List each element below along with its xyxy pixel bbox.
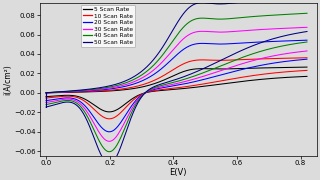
10 Scan Rate — [44, 92, 48, 94]
5 Scan Rate — [111, 90, 115, 92]
20 Scan Rate — [44, 92, 48, 94]
Line: 20 Scan Rate: 20 Scan Rate — [46, 40, 307, 93]
Y-axis label: i(A/cm²): i(A/cm²) — [4, 64, 12, 95]
40 Scan Rate — [218, 18, 222, 20]
50 Scan Rate — [218, 3, 222, 5]
50 Scan Rate — [198, 2, 202, 4]
30 Scan Rate — [198, 30, 202, 32]
Line: 5 Scan Rate: 5 Scan Rate — [46, 67, 307, 93]
5 Scan Rate — [198, 68, 202, 70]
5 Scan Rate — [90, 91, 94, 93]
Legend: 5 Scan Rate, 10 Scan Rate, 20 Scan Rate, 30 Scan Rate, 40 Scan Rate, 50 Scan Rat: 5 Scan Rate, 10 Scan Rate, 20 Scan Rate,… — [81, 5, 135, 47]
30 Scan Rate — [162, 59, 166, 61]
20 Scan Rate — [305, 39, 309, 41]
30 Scan Rate — [241, 30, 244, 32]
Line: 50 Scan Rate: 50 Scan Rate — [46, 0, 307, 93]
50 Scan Rate — [162, 44, 166, 46]
30 Scan Rate — [44, 92, 48, 94]
50 Scan Rate — [111, 84, 115, 86]
40 Scan Rate — [198, 17, 202, 19]
5 Scan Rate — [162, 79, 166, 81]
20 Scan Rate — [90, 89, 94, 92]
20 Scan Rate — [218, 43, 222, 45]
40 Scan Rate — [305, 12, 309, 14]
10 Scan Rate — [305, 57, 309, 59]
30 Scan Rate — [111, 86, 115, 89]
40 Scan Rate — [162, 52, 166, 54]
30 Scan Rate — [90, 89, 94, 91]
10 Scan Rate — [162, 74, 166, 76]
Line: 30 Scan Rate: 30 Scan Rate — [46, 27, 307, 93]
20 Scan Rate — [198, 42, 202, 44]
10 Scan Rate — [111, 89, 115, 91]
40 Scan Rate — [241, 16, 244, 19]
10 Scan Rate — [90, 90, 94, 93]
50 Scan Rate — [90, 88, 94, 90]
40 Scan Rate — [44, 92, 48, 94]
X-axis label: E(V): E(V) — [169, 168, 187, 177]
40 Scan Rate — [111, 85, 115, 87]
30 Scan Rate — [218, 31, 222, 33]
30 Scan Rate — [305, 26, 309, 28]
40 Scan Rate — [90, 88, 94, 91]
5 Scan Rate — [241, 67, 244, 69]
Line: 10 Scan Rate: 10 Scan Rate — [46, 58, 307, 93]
10 Scan Rate — [198, 59, 202, 61]
20 Scan Rate — [111, 87, 115, 90]
10 Scan Rate — [241, 58, 244, 61]
5 Scan Rate — [44, 92, 48, 94]
50 Scan Rate — [241, 1, 244, 3]
20 Scan Rate — [162, 65, 166, 68]
20 Scan Rate — [241, 42, 244, 44]
5 Scan Rate — [305, 66, 309, 68]
5 Scan Rate — [218, 68, 222, 70]
Line: 40 Scan Rate: 40 Scan Rate — [46, 13, 307, 93]
50 Scan Rate — [44, 92, 48, 94]
10 Scan Rate — [218, 59, 222, 61]
